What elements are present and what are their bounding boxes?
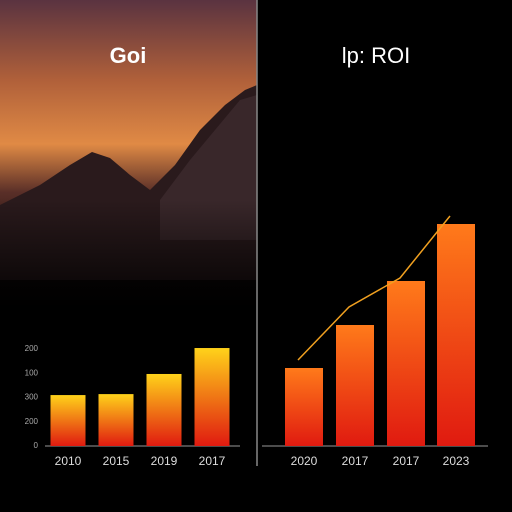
chart-title: Goi [110, 43, 147, 68]
y-tick-label: 200 [25, 417, 39, 426]
x-tick-label: 2017 [393, 454, 420, 468]
x-tick-label: 2019 [151, 454, 178, 468]
bar [336, 325, 374, 446]
x-tick-label: 2017 [342, 454, 369, 468]
bar [146, 373, 182, 446]
bar [387, 281, 425, 446]
x-tick-label: 2023 [443, 454, 470, 468]
y-tick-label: 300 [25, 393, 39, 402]
y-tick-label: 0 [34, 441, 39, 450]
bar [50, 395, 86, 446]
y-tick-label: 100 [25, 368, 39, 377]
bar [98, 394, 134, 446]
y-tick-label: 200 [25, 344, 39, 353]
chart-title: lp: ROI [342, 43, 410, 68]
trend-line [297, 215, 451, 361]
x-tick-label: 2017 [199, 454, 226, 468]
bar [437, 224, 475, 446]
x-tick-label: 2010 [55, 454, 82, 468]
bar [285, 368, 323, 446]
x-tick-label: 2020 [291, 454, 318, 468]
x-tick-label: 2015 [103, 454, 130, 468]
bar [194, 348, 230, 446]
fade [0, 200, 257, 320]
